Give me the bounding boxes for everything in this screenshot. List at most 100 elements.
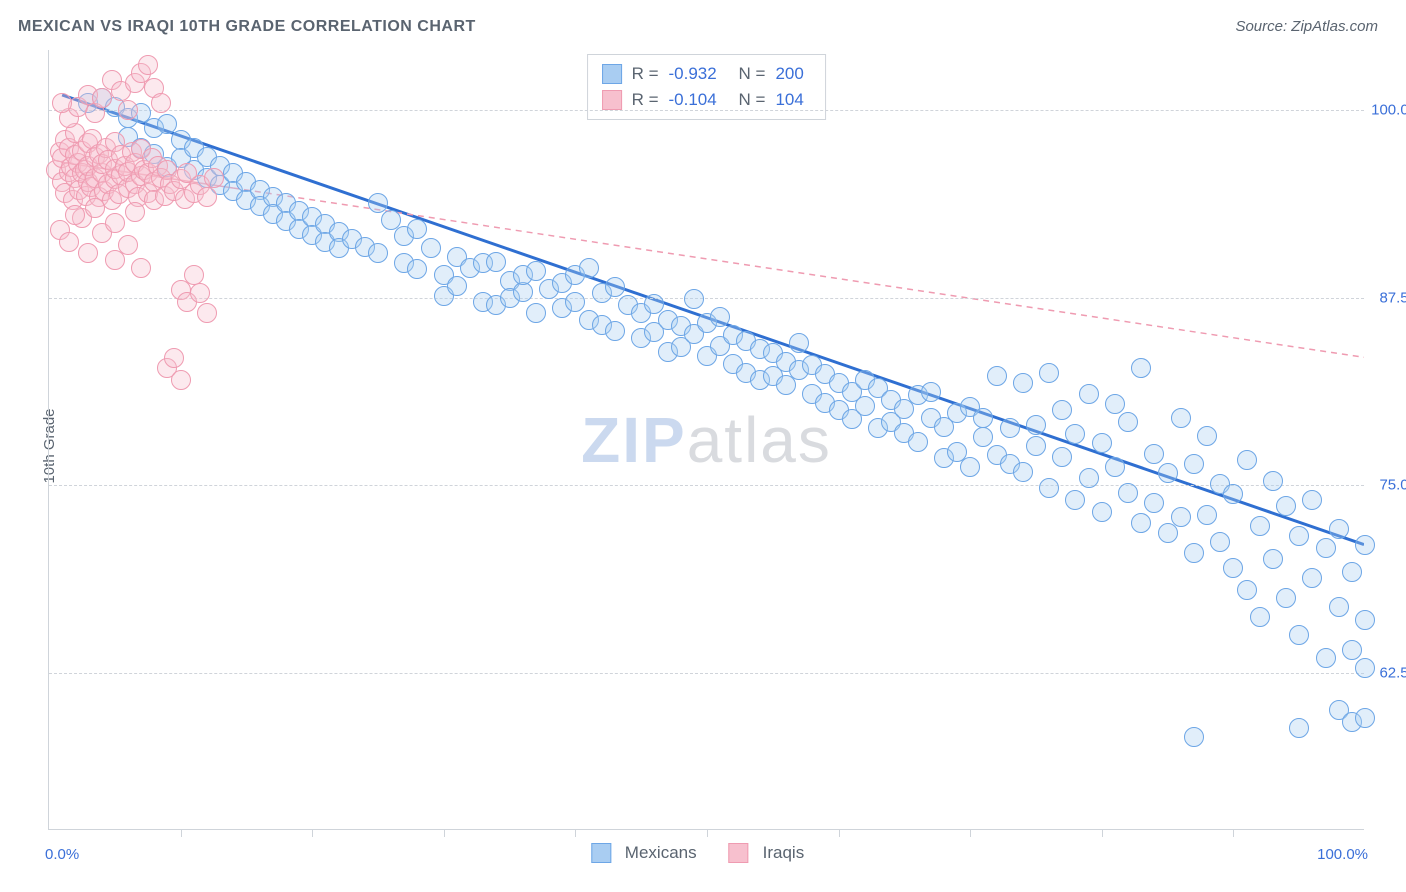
x-tick bbox=[575, 829, 576, 837]
mexicans-point bbox=[1263, 471, 1283, 491]
iraqis-point bbox=[65, 205, 85, 225]
iraqis-point bbox=[125, 202, 145, 222]
mexicans-point bbox=[447, 276, 467, 296]
x-tick bbox=[181, 829, 182, 837]
mexicans-point bbox=[1131, 358, 1151, 378]
x-tick bbox=[970, 829, 971, 837]
watermark: ZIPatlas bbox=[581, 403, 832, 477]
n-value: 104 bbox=[775, 90, 811, 110]
r-value: -0.104 bbox=[669, 90, 729, 110]
mexicans-point bbox=[973, 408, 993, 428]
mexicans-point bbox=[1302, 490, 1322, 510]
watermark-part2: atlas bbox=[687, 404, 832, 476]
r-value: -0.932 bbox=[669, 64, 729, 84]
iraqis-point bbox=[204, 168, 224, 188]
n-label: N = bbox=[739, 90, 766, 110]
iraqis-point bbox=[105, 213, 125, 233]
x-tick bbox=[312, 829, 313, 837]
mexicans-point bbox=[421, 238, 441, 258]
x-tick-label: 100.0% bbox=[1317, 846, 1368, 863]
mexicans-point bbox=[1105, 457, 1125, 477]
mexicans-point bbox=[605, 277, 625, 297]
trend-lines bbox=[49, 50, 1364, 829]
mexicans-point bbox=[1329, 519, 1349, 539]
legend-swatch bbox=[591, 843, 611, 863]
mexicans-point bbox=[1171, 408, 1191, 428]
mexicans-point bbox=[921, 382, 941, 402]
iraqis-point bbox=[78, 243, 98, 263]
iraqis-point bbox=[52, 93, 72, 113]
y-tick-label: 100.0% bbox=[1368, 102, 1406, 119]
mexicans-point bbox=[1013, 373, 1033, 393]
mexicans-point bbox=[1118, 483, 1138, 503]
mexicans-point bbox=[1105, 394, 1125, 414]
iraqis-point bbox=[171, 370, 191, 390]
mexicans-point bbox=[1342, 562, 1362, 582]
mexicans-point bbox=[407, 259, 427, 279]
n-label: N = bbox=[739, 64, 766, 84]
mexicans-point bbox=[1052, 400, 1072, 420]
mexicans-point bbox=[1250, 607, 1270, 627]
x-tick bbox=[839, 829, 840, 837]
chart-container: MEXICAN VS IRAQI 10TH GRADE CORRELATION … bbox=[0, 0, 1406, 892]
legend-swatch bbox=[729, 843, 749, 863]
mexicans-point bbox=[1316, 538, 1336, 558]
mexicans-point bbox=[407, 219, 427, 239]
iraqis-point bbox=[197, 187, 217, 207]
mexicans-point bbox=[1065, 424, 1085, 444]
stats-legend-row: R =-0.932N =200 bbox=[602, 61, 812, 87]
mexicans-point bbox=[789, 333, 809, 353]
gridline-h bbox=[49, 110, 1364, 111]
iraqis-point bbox=[118, 100, 138, 120]
iraqis-point bbox=[85, 198, 105, 218]
mexicans-point bbox=[1355, 610, 1375, 630]
mexicans-point bbox=[1223, 484, 1243, 504]
mexicans-point bbox=[1158, 463, 1178, 483]
mexicans-point bbox=[1302, 568, 1322, 588]
x-tick bbox=[444, 829, 445, 837]
mexicans-point bbox=[565, 292, 585, 312]
x-tick bbox=[707, 829, 708, 837]
gridline-h bbox=[49, 485, 1364, 486]
mexicans-point bbox=[1039, 363, 1059, 383]
iraqis-point bbox=[92, 88, 112, 108]
mexicans-point bbox=[1197, 505, 1217, 525]
mexicans-point bbox=[684, 289, 704, 309]
mexicans-point bbox=[960, 457, 980, 477]
mexicans-point bbox=[1355, 708, 1375, 728]
mexicans-point bbox=[855, 396, 875, 416]
iraqis-point bbox=[131, 258, 151, 278]
y-tick-label: 75.0% bbox=[1368, 477, 1406, 494]
mexicans-point bbox=[1276, 496, 1296, 516]
mexicans-point bbox=[1289, 625, 1309, 645]
mexicans-point bbox=[526, 261, 546, 281]
iraqis-point bbox=[138, 55, 158, 75]
mexicans-point bbox=[1079, 384, 1099, 404]
source-attribution: Source: ZipAtlas.com bbox=[1235, 18, 1378, 35]
iraqis-point bbox=[190, 283, 210, 303]
mexicans-point bbox=[1092, 433, 1112, 453]
iraqis-point bbox=[164, 348, 184, 368]
mexicans-point bbox=[526, 303, 546, 323]
plot-area: ZIPatlas R =-0.932N =200R =-0.104N =104 … bbox=[48, 50, 1364, 830]
mexicans-point bbox=[1144, 493, 1164, 513]
mexicans-point bbox=[1013, 462, 1033, 482]
mexicans-point bbox=[1092, 502, 1112, 522]
mexicans-point bbox=[1118, 412, 1138, 432]
mexicans-point bbox=[908, 432, 928, 452]
mexicans-point bbox=[1184, 727, 1204, 747]
r-label: R = bbox=[632, 90, 659, 110]
mexicans-point bbox=[1158, 523, 1178, 543]
mexicans-point bbox=[1223, 558, 1243, 578]
n-value: 200 bbox=[775, 64, 811, 84]
mexicans-point bbox=[1039, 478, 1059, 498]
mexicans-point bbox=[1131, 513, 1151, 533]
gridline-h bbox=[49, 673, 1364, 674]
mexicans-point bbox=[973, 427, 993, 447]
y-tick-label: 87.5% bbox=[1368, 289, 1406, 306]
mexicans-point bbox=[1237, 580, 1257, 600]
mexicans-point bbox=[1237, 450, 1257, 470]
iraqis-point bbox=[151, 93, 171, 113]
mexicans-point bbox=[1065, 490, 1085, 510]
mexicans-point bbox=[579, 258, 599, 278]
